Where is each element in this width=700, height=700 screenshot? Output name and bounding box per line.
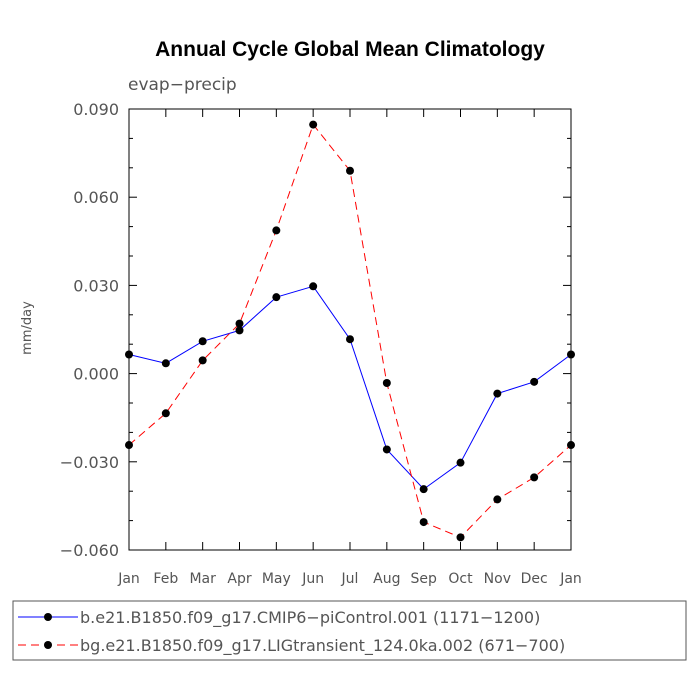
legend: b.e21.B1850.f09_g17.CMIP6−piControl.001 … (12, 600, 687, 661)
data-point-s1-8 (419, 485, 428, 494)
x-tick-label: Sep (410, 571, 437, 587)
plot-frame (128, 108, 572, 551)
data-point-s2-5 (309, 120, 318, 129)
data-point-s1-0 (125, 350, 133, 359)
x-tick-label: Feb (153, 571, 178, 587)
data-point-s1-5 (309, 282, 318, 291)
x-tick-label: Oct (448, 571, 473, 587)
data-point-s1-9 (456, 458, 465, 467)
data-point-s1-3 (235, 326, 244, 335)
x-tick-label: Jan (559, 571, 582, 587)
data-point-s1-4 (272, 293, 281, 302)
x-axis: Jan Feb Mar Apr May Jun Jul Aug Sep Oct Nov Dec Jan (117, 109, 582, 587)
data-point-s2-12 (567, 441, 575, 450)
y-axis: −0.060 −0.030 0.000 0.030 0.060 0.090 (60, 100, 571, 560)
series-line-1 (128, 285, 572, 490)
y-tick-label: 0.000 (73, 365, 119, 384)
data-point-s2-7 (382, 379, 391, 388)
x-tick-label: Dec (521, 571, 548, 587)
data-point-s1-6 (346, 335, 354, 344)
legend-label-2: bg.e21.B1850.f09_g17.LIGtransient_124.0k… (80, 636, 565, 656)
data-point-s2-0 (125, 441, 133, 450)
data-point-s2-3 (235, 319, 244, 328)
x-tick-label: May (262, 571, 291, 587)
series-points (125, 120, 575, 542)
y-tick-label: 0.030 (73, 276, 119, 295)
data-point-s1-1 (161, 359, 170, 368)
data-point-s1-2 (198, 337, 207, 346)
data-point-s2-6 (346, 166, 354, 175)
y-axis-label: mm/day (20, 301, 35, 355)
x-tick-label: Nov (484, 571, 511, 587)
legend-entries: b.e21.B1850.f09_g17.CMIP6−piControl.001 … (18, 608, 565, 656)
y-tick-label: −0.060 (60, 541, 119, 560)
data-point-s2-8 (419, 518, 428, 527)
data-point-s2-2 (198, 356, 207, 365)
y-tick-label: −0.030 (60, 453, 119, 472)
series-line-2 (128, 123, 572, 538)
data-point-s2-9 (456, 533, 465, 542)
x-tick-label: Mar (189, 571, 216, 587)
legend-marker-1 (44, 613, 52, 621)
data-point-s1-10 (493, 389, 502, 398)
chart-subtitle: evap−precip (128, 75, 237, 95)
x-tick-label: Jan (117, 571, 140, 587)
data-point-s1-11 (530, 377, 539, 386)
data-point-s2-1 (161, 409, 170, 418)
legend-marker-2 (44, 641, 52, 649)
y-tick-label: 0.090 (73, 100, 119, 119)
x-tick-label: Jul (341, 571, 359, 587)
data-point-s1-7 (382, 445, 391, 454)
data-point-s2-4 (272, 226, 281, 235)
data-point-s2-11 (530, 473, 539, 482)
legend-frame (12, 600, 687, 661)
x-tick-label: Apr (227, 571, 251, 587)
legend-label-1: b.e21.B1850.f09_g17.CMIP6−piControl.001 … (80, 608, 540, 628)
x-tick-label: Aug (373, 571, 400, 587)
series-lines (128, 123, 572, 538)
data-point-s2-10 (493, 495, 502, 504)
data-point-s1-12 (567, 350, 575, 359)
y-tick-label: 0.060 (73, 188, 119, 207)
chart-title: Annual Cycle Global Mean Climatology (155, 38, 545, 61)
x-tick-label: Jun (301, 571, 324, 587)
